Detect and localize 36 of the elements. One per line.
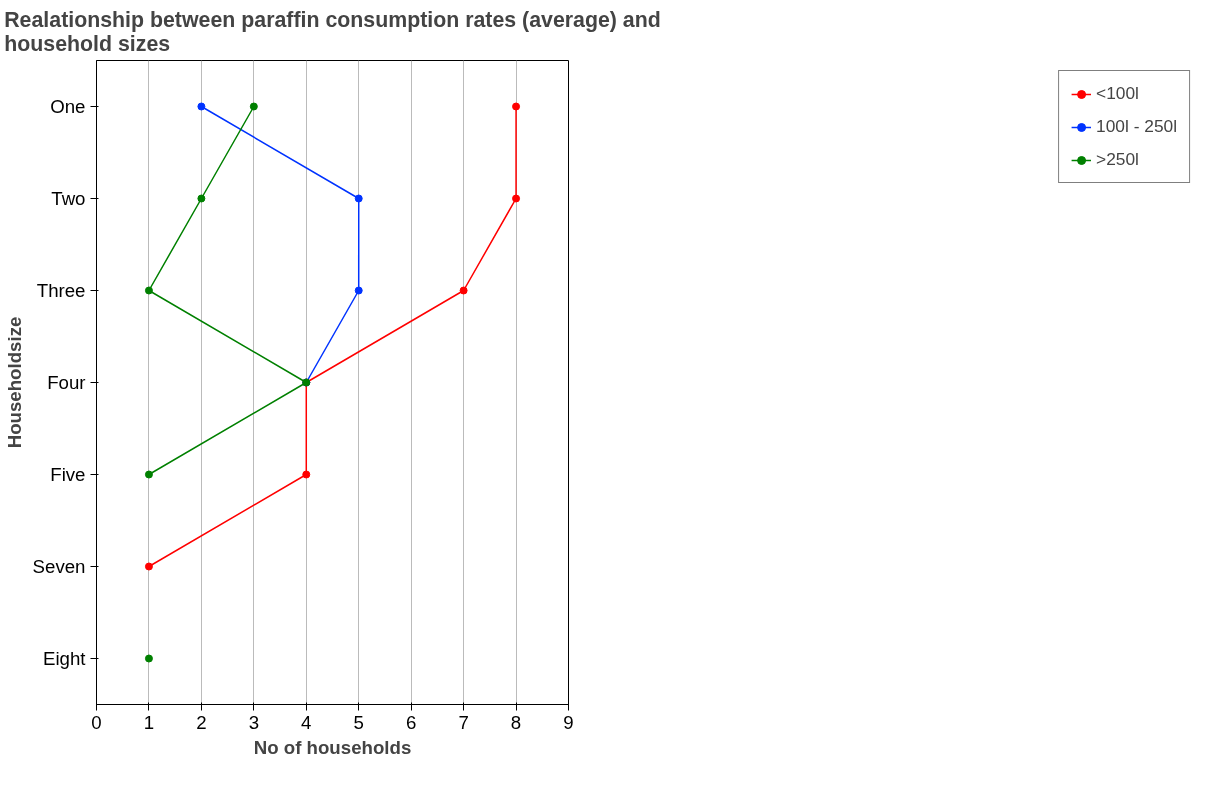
legend-label: <100l [1096,83,1139,104]
x-tick-label: 8 [510,711,522,733]
point [144,286,153,295]
x-tick-label: 1 [143,711,155,733]
point [354,194,363,203]
point [197,194,206,203]
x-axis-title: No of households [253,736,412,758]
point [249,102,258,111]
point [197,102,206,111]
y-tick-label: Five [50,464,86,485]
legend-label: 100l - 250l [1096,116,1177,137]
y-tick-label: Three [36,280,86,301]
x-tick-label: 2 [196,711,207,733]
y-tick-label: Seven [32,556,86,577]
x-tick-label: 9 [563,711,574,733]
y-tick-label: One [50,96,86,117]
x-tick-label: 3 [248,711,260,733]
point [144,470,153,479]
y-axis-title: Householdsize [3,316,25,449]
point [354,286,363,295]
chart-title: Realationship between paraffin consumption rates (average) and household sizes [4,7,661,56]
point [302,470,311,479]
y-tick-label: Two [51,188,86,209]
point [459,286,468,295]
y-tick-label: Eight [42,648,87,669]
x-tick-label: 7 [458,711,469,733]
point [144,654,153,663]
x-tick-label: 4 [301,711,312,733]
x-tick-label: 5 [353,711,364,733]
x-tick-label: 6 [405,711,417,733]
point [512,102,521,111]
point [144,562,153,571]
y-tick-label: Four [47,372,86,393]
legend-label: >250l [1096,149,1139,170]
point [512,194,521,203]
x-tick-label: 0 [91,711,102,733]
